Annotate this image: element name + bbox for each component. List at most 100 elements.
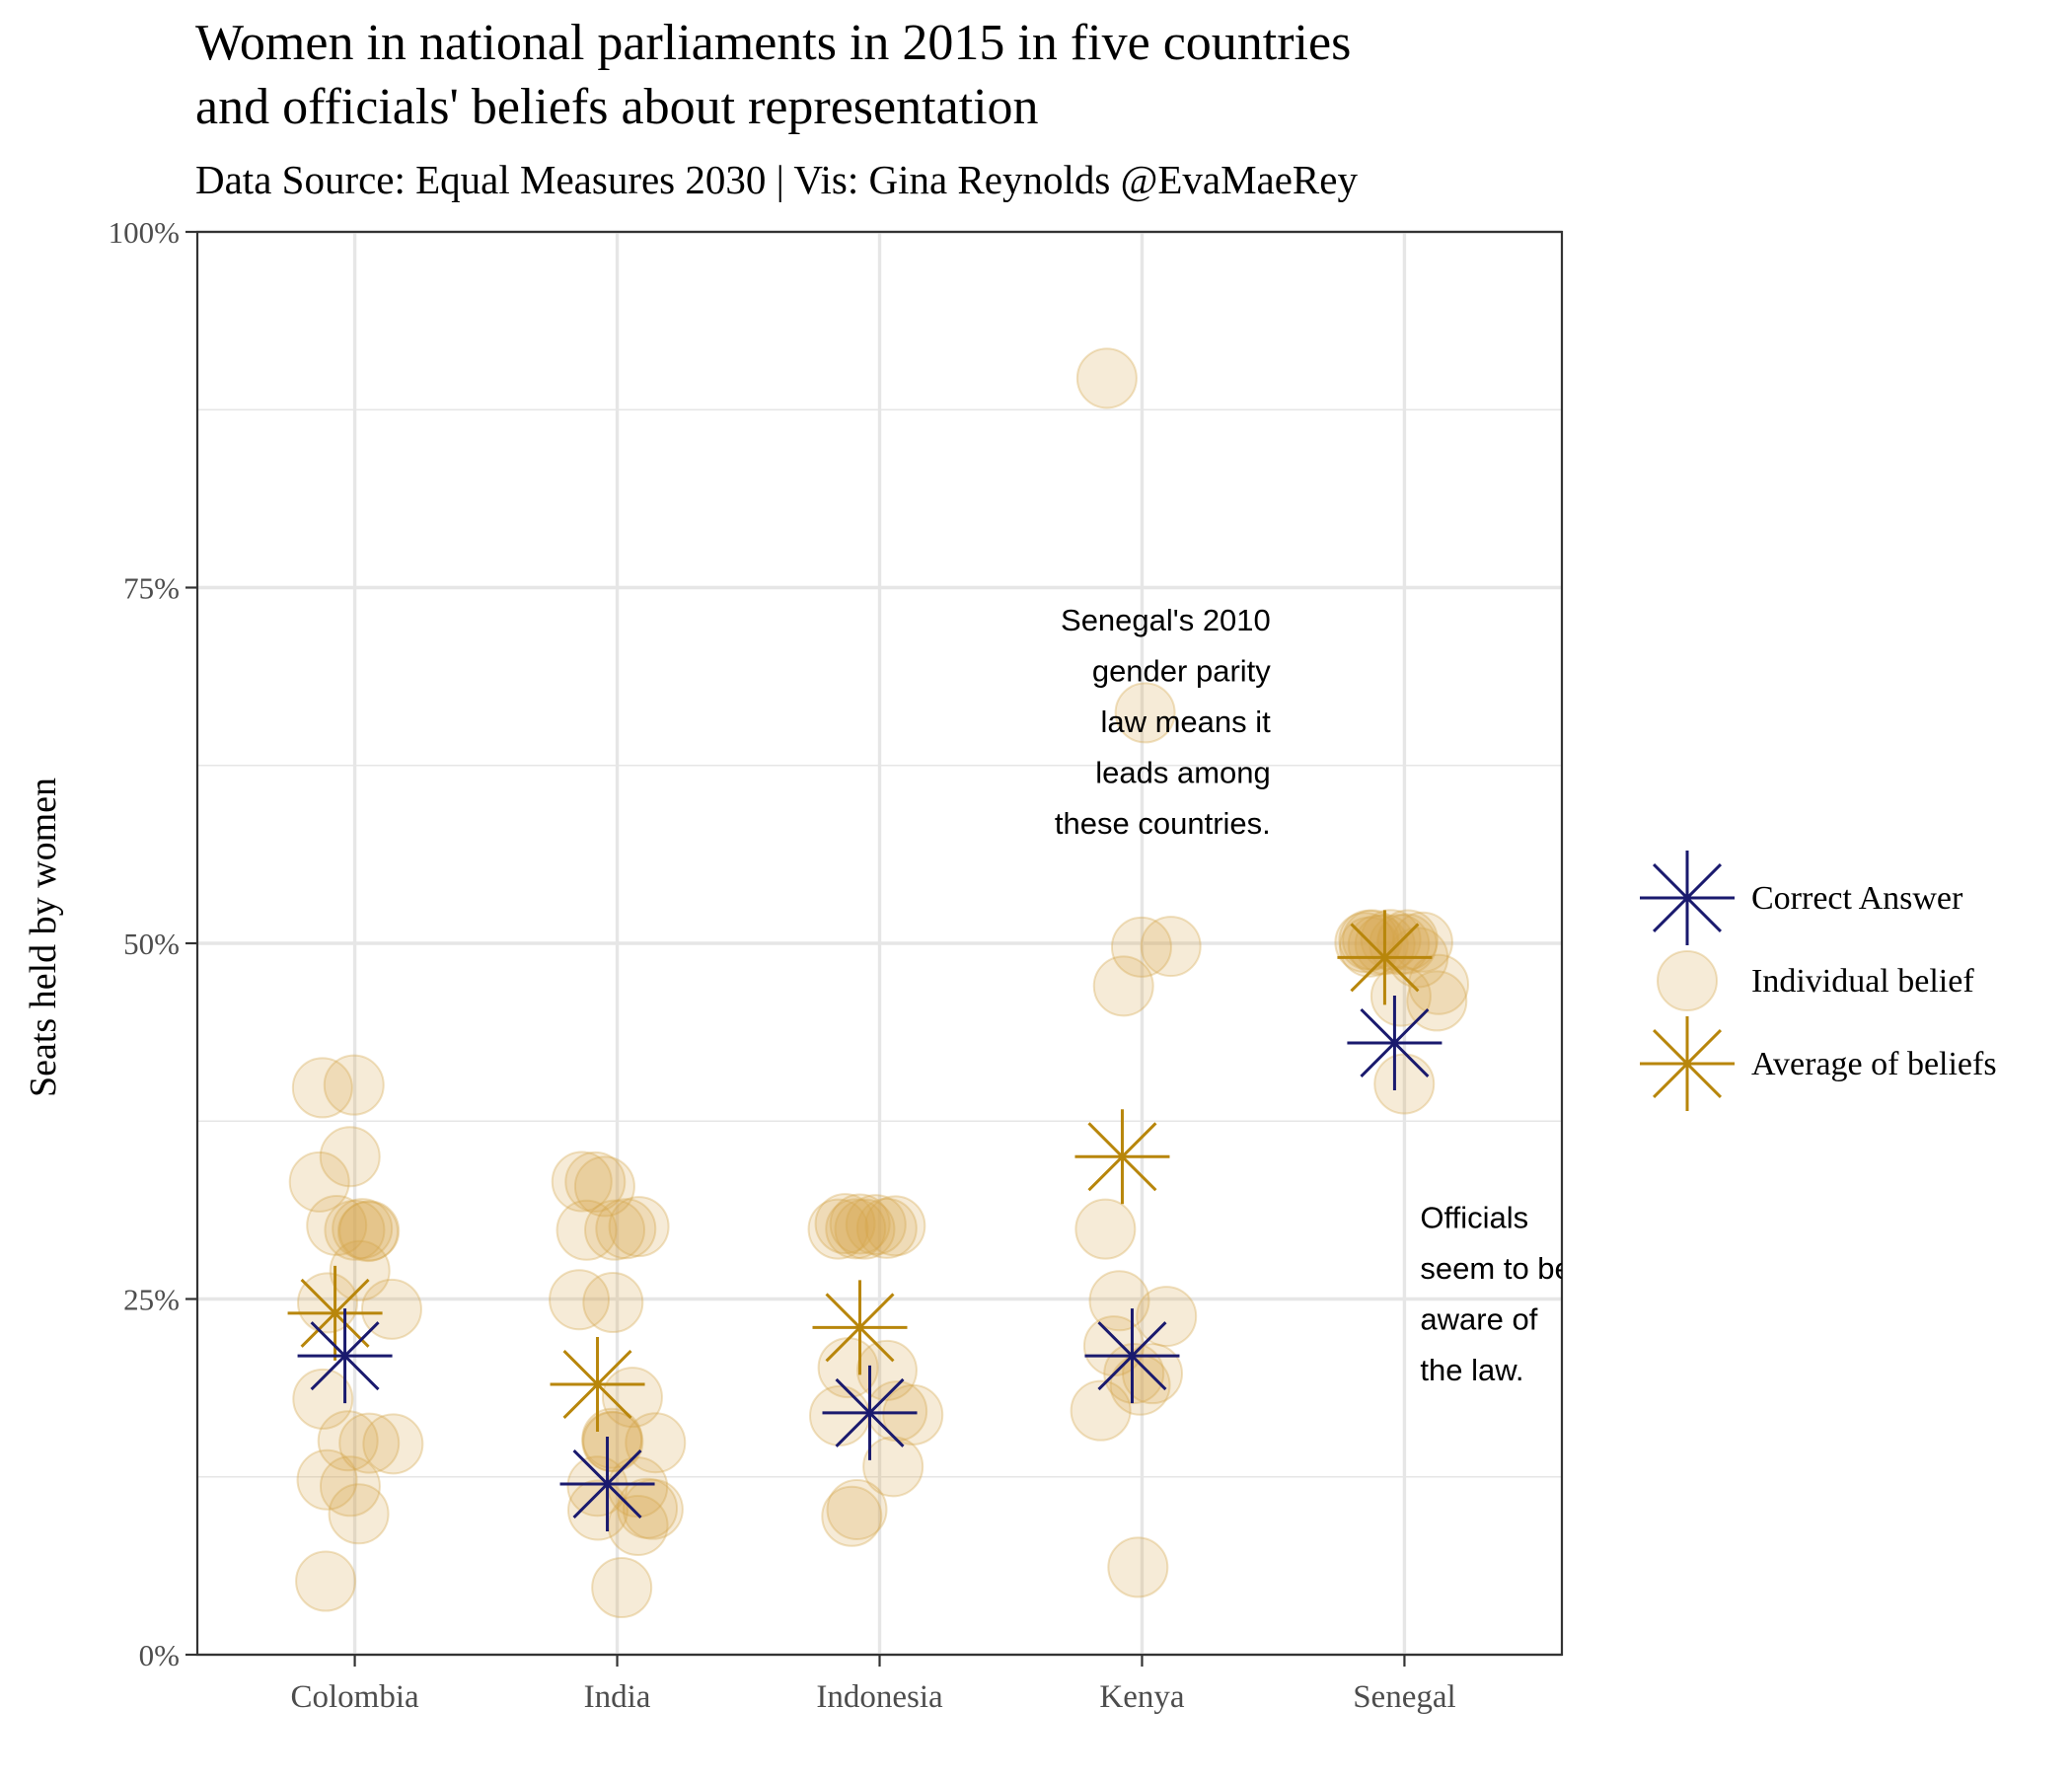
star-stroke xyxy=(1652,1028,1723,1099)
belief-point-india xyxy=(582,1272,644,1334)
belief-point-senegal xyxy=(1373,1053,1436,1115)
annotation-officials-aware-line: the law. xyxy=(1420,1353,1523,1387)
star-stroke xyxy=(1360,1007,1430,1077)
legend-label-belief: Individual belief xyxy=(1751,963,1974,1000)
legend-label-average: Average of beliefs xyxy=(1751,1046,1997,1082)
chart-title-line-2: and officials' beliefs about representat… xyxy=(195,79,1039,135)
belief-point-kenya xyxy=(1136,1286,1198,1348)
correct-answer-marker-kenya xyxy=(1084,1308,1180,1404)
star-stroke xyxy=(1652,862,1723,933)
star-stroke xyxy=(310,1321,380,1391)
annotations: Senegal's 2010 gender parity law means it l… xyxy=(1055,603,1571,1387)
belief-point-kenya xyxy=(1075,347,1138,409)
belief-point-india xyxy=(564,1150,627,1213)
belief-point-india xyxy=(551,1150,613,1213)
average-marker-senegal xyxy=(1337,910,1433,1005)
chart-title-line-1: Women in national parliaments in 2015 in… xyxy=(195,15,1351,71)
belief-point-indonesia xyxy=(826,1478,888,1540)
belief-point-indonesia xyxy=(845,1194,907,1256)
belief-point-kenya xyxy=(1070,1379,1132,1442)
belief-point-colombia xyxy=(336,1201,399,1263)
legend-swatch-average xyxy=(1640,1016,1735,1111)
annotation-officials-aware-line: Officials xyxy=(1420,1200,1528,1234)
belief-point-indonesia xyxy=(864,1195,926,1257)
average-marker-india xyxy=(550,1337,645,1433)
belief-point-india xyxy=(625,1412,687,1474)
belief-point-india xyxy=(622,1478,684,1540)
belief-point-india xyxy=(608,1196,670,1258)
belief-point-kenya xyxy=(1103,1342,1165,1404)
belief-point-indonesia xyxy=(829,1193,891,1255)
belief-point-kenya xyxy=(1114,682,1176,744)
y-tick-label-25-: 25% xyxy=(123,1283,180,1317)
belief-point-senegal xyxy=(1347,914,1409,976)
belief-point-india xyxy=(573,1155,635,1218)
belief-point-colombia xyxy=(329,1239,391,1301)
y-tick-label-50-: 50% xyxy=(123,927,180,961)
star-stroke xyxy=(1087,1122,1157,1192)
annotation-senegal-law-line: Senegal's 2010 xyxy=(1061,603,1271,637)
annotation-senegal-law-line: law means it xyxy=(1100,705,1271,739)
belief-point-senegal xyxy=(1408,953,1470,1015)
star-stroke xyxy=(835,1377,905,1447)
annotation-senegal-law: Senegal's 2010 gender parity law means it l… xyxy=(1055,603,1271,841)
belief-point-kenya xyxy=(1122,1343,1184,1405)
belief-point-indonesia xyxy=(866,1380,928,1443)
y-tick-label-75-: 75% xyxy=(123,571,180,606)
belief-point-kenya xyxy=(1092,955,1154,1017)
belief-point-india xyxy=(566,1455,629,1518)
star-stroke xyxy=(572,1448,642,1519)
star-stroke xyxy=(300,1278,370,1348)
x-tick-label-colombia: Colombia xyxy=(290,1679,419,1715)
belief-point-india xyxy=(595,1198,657,1260)
belief-point-india xyxy=(591,1557,653,1619)
belief-point-kenya xyxy=(1088,1270,1150,1332)
belief-point-colombia xyxy=(324,1199,386,1261)
belief-point-indonesia xyxy=(809,1384,871,1447)
belief-point-colombia xyxy=(295,1550,357,1612)
belief-point-colombia xyxy=(323,1054,385,1116)
belief-point-kenya xyxy=(1110,916,1172,978)
belief-point-colombia xyxy=(328,1483,390,1545)
belief-point-colombia xyxy=(306,1194,368,1256)
belief-point-kenya xyxy=(1074,1198,1137,1260)
annotation-officials-aware: Officials seem to be aware of the law. xyxy=(1420,1200,1571,1387)
belief-point-senegal xyxy=(1376,909,1439,971)
legend-item-average: Average of beliefs xyxy=(1640,1016,1997,1111)
belief-point-india xyxy=(607,1495,669,1557)
legend: Correct Answer Individual belief Average o… xyxy=(1640,851,1997,1111)
belief-point-india xyxy=(555,1199,618,1261)
x-tick-label-indonesia: Indonesia xyxy=(816,1679,943,1715)
x-tick-label-senegal: Senegal xyxy=(1353,1679,1455,1715)
correct-answer-marker-colombia xyxy=(297,1308,393,1404)
correct-answer-marker-indonesia xyxy=(822,1365,918,1460)
legend-swatch-belief xyxy=(1657,950,1718,1011)
belief-point-senegal xyxy=(1360,909,1422,971)
star-stroke xyxy=(562,1350,632,1420)
belief-point-indonesia xyxy=(807,1198,869,1260)
x-tick-label-kenya: Kenya xyxy=(1099,1679,1184,1715)
belief-point-kenya xyxy=(1140,916,1202,978)
belief-point-colombia xyxy=(332,1198,394,1260)
belief-point-colombia xyxy=(319,1455,381,1518)
belief-point-india xyxy=(601,1367,663,1429)
belief-point-colombia xyxy=(317,1410,379,1472)
belief-point-colombia xyxy=(292,1368,354,1430)
belief-point-colombia xyxy=(362,1413,424,1475)
belief-point-indonesia xyxy=(855,1197,918,1259)
belief-point-indonesia xyxy=(821,1485,883,1547)
x-tick-label-india: India xyxy=(584,1679,651,1715)
y-axis-title: Seats held by women xyxy=(23,778,64,1097)
axes: 0% 25% 50% 75% 100% Colombia India Indonesia Ken… xyxy=(109,215,1564,1715)
belief-point-colombia xyxy=(291,1057,353,1119)
chart-marks xyxy=(287,347,1470,1619)
belief-point-colombia xyxy=(296,1448,358,1511)
chart-subtitle: Data Source: Equal Measures 2030 | Vis: … xyxy=(195,157,1358,202)
legend-item-correct: Correct Answer xyxy=(1640,851,1963,945)
y-tick-label-100-: 100% xyxy=(109,215,180,250)
annotation-senegal-law-line: gender parity xyxy=(1092,653,1271,688)
correct-answer-marker-india xyxy=(559,1436,655,1531)
belief-point-indonesia xyxy=(825,1198,887,1260)
